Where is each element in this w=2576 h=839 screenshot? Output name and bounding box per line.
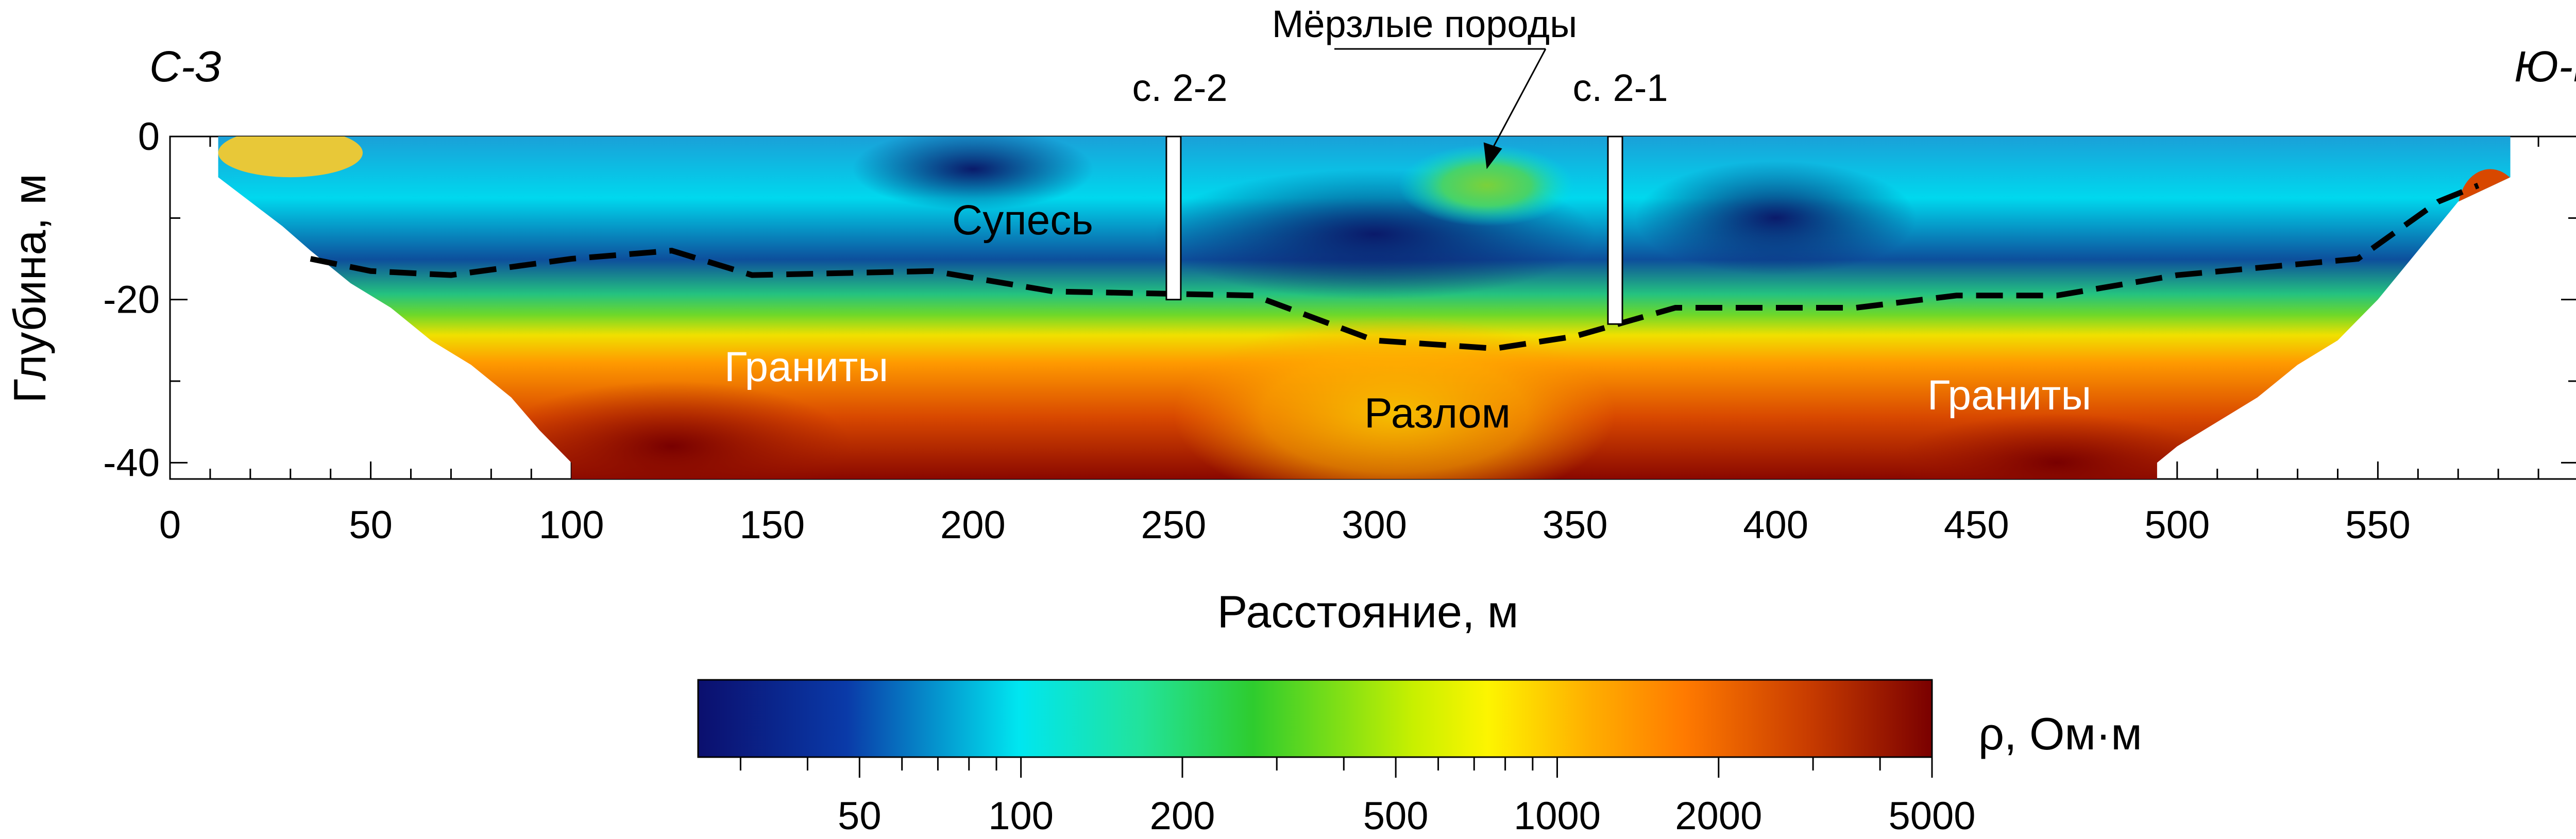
- x-tick-label: 300: [1342, 503, 1407, 547]
- colorbar-tick-label: 200: [1150, 794, 1215, 838]
- label-granite-left: Граниты: [724, 344, 889, 390]
- colorbar-ticks: 50 100 200 500 1000 2000 5000: [739, 757, 1976, 838]
- colorbar-label: ρ, Ом·м: [1978, 708, 2142, 759]
- y-tick-label: -40: [103, 441, 160, 485]
- x-tick-label: 400: [1743, 503, 1808, 547]
- x-tick-label: 50: [349, 503, 393, 547]
- x-axis-label: Расстояние, м: [1217, 586, 1519, 637]
- layer-boundary-line: [310, 182, 2480, 352]
- y-axis-ticks: 0 -20 -40: [103, 115, 2576, 485]
- low-resistivity-zone: [1635, 161, 1917, 276]
- surface-high-zone: [2458, 169, 2511, 251]
- direction-label-se: Ю-В: [2514, 42, 2576, 91]
- low-resistivity-zone: [852, 136, 1094, 210]
- label-borehole-2-1: с. 2-1: [1572, 66, 1668, 109]
- borehole-column: [1607, 135, 1623, 325]
- x-tick-label: 500: [2144, 503, 2210, 547]
- frozen-callout-arrow: [1483, 142, 1502, 169]
- colorbar-tick-label: 100: [988, 794, 1054, 838]
- label-borehole-2-2: с. 2-2: [1132, 66, 1227, 109]
- label-granite-right: Граниты: [1927, 372, 2092, 419]
- frozen-ground-zone: [1398, 144, 1575, 227]
- boreholes: [1165, 135, 1623, 325]
- label-frozen-ground: Мёрзлые породы: [1272, 3, 1578, 45]
- colorbar: [697, 679, 1933, 758]
- colorbar-tick-label: 500: [1363, 794, 1429, 838]
- x-tick-label: 150: [739, 503, 805, 547]
- x-tick-label: 200: [940, 503, 1006, 547]
- x-tick-label: 100: [539, 503, 604, 547]
- colorbar-tick-label: 2000: [1675, 794, 1762, 838]
- fault-zone: [1173, 316, 1615, 479]
- resistivity-section: [218, 136, 2511, 479]
- x-tick-label: 450: [1944, 503, 2009, 547]
- x-tick-label: 550: [2345, 503, 2411, 547]
- frozen-callout-leader-diagonal: [1489, 48, 1547, 155]
- x-tick-label: 250: [1141, 503, 1207, 547]
- label-fault: Разлом: [1364, 390, 1511, 437]
- y-tick-label: -20: [103, 278, 160, 322]
- colorbar-tick-label: 5000: [1888, 794, 1975, 838]
- direction-label-nw: С-З: [149, 42, 222, 91]
- label-sandy-loam: Супесь: [952, 197, 1093, 244]
- high-resistivity-zone: [1896, 414, 2217, 479]
- y-tick-label: 0: [138, 115, 160, 159]
- high-resistivity-zone: [491, 381, 853, 479]
- x-tick-label: 0: [159, 503, 181, 547]
- surface-high-zone: [218, 136, 363, 178]
- colorbar-tick-label: 50: [838, 794, 882, 838]
- x-axis-ticks: 0 50 100 150 200 250 300 350 400 450 500 550: [159, 136, 2539, 547]
- borehole-column: [1165, 135, 1182, 301]
- x-tick-label: 350: [1543, 503, 1608, 547]
- y-axis-label: Глубина, м: [4, 174, 55, 403]
- colorbar-tick-label: 1000: [1514, 794, 1601, 838]
